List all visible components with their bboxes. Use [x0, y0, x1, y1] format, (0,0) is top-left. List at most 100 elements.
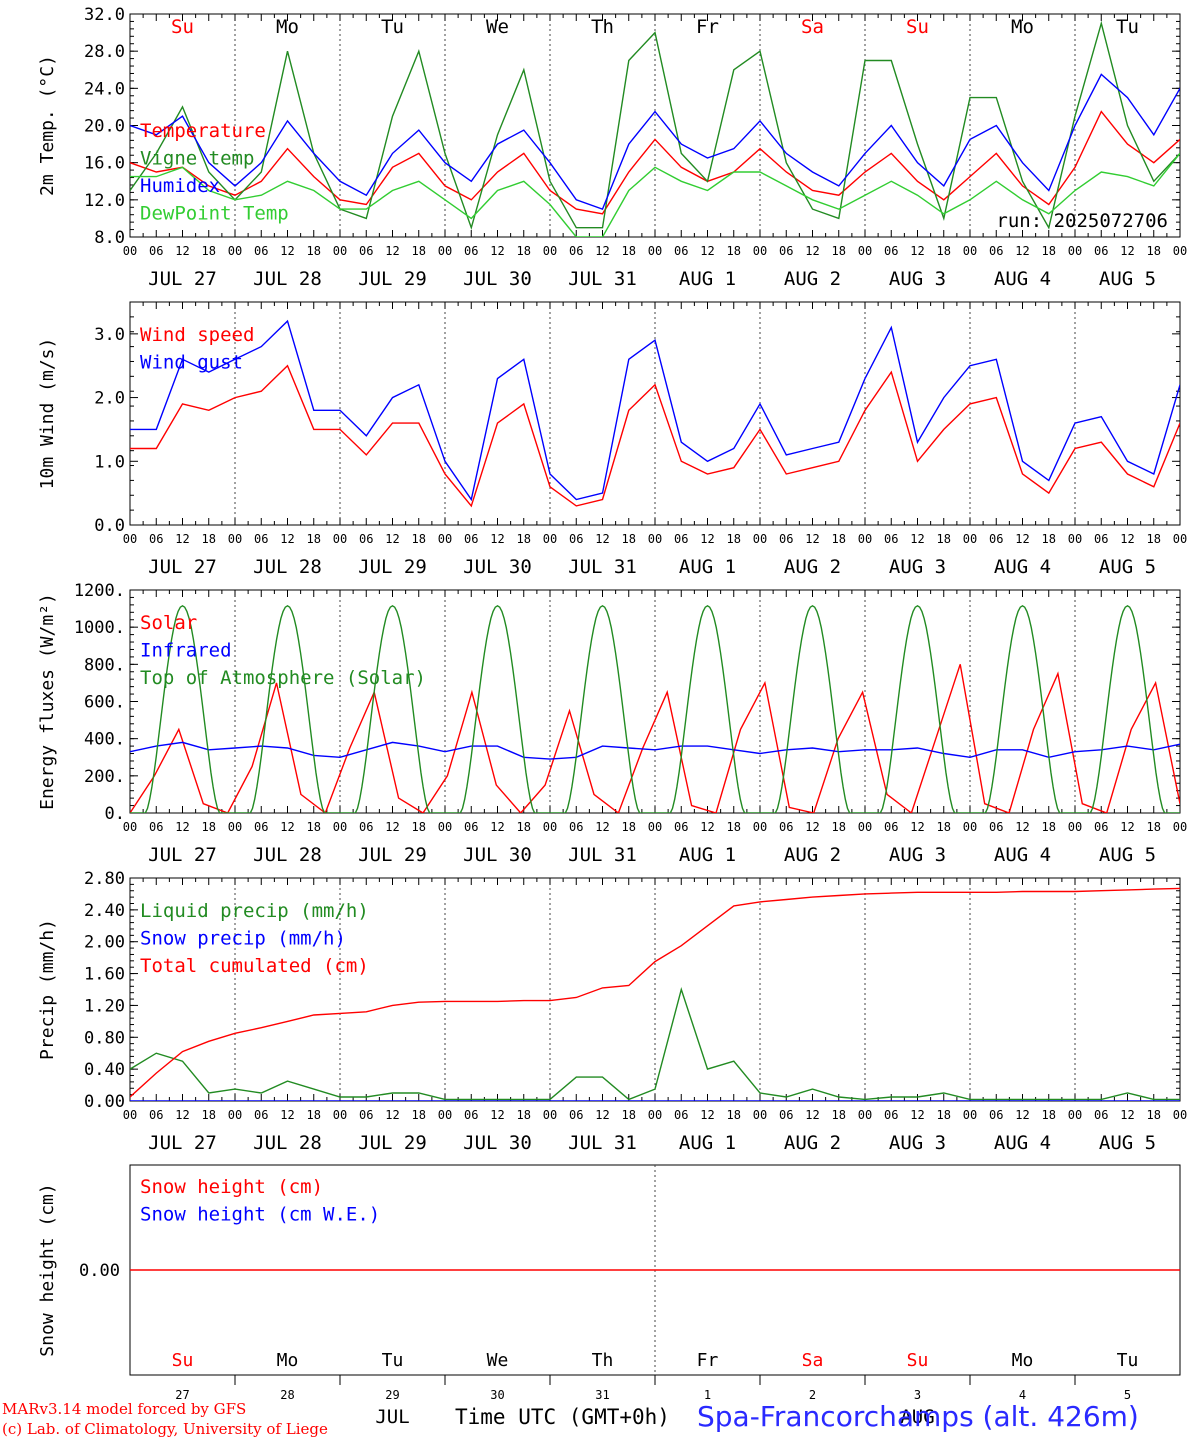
hour-tick-label: 00 — [1068, 244, 1082, 258]
day-label-top: Mo — [276, 16, 299, 38]
hour-tick-label: 18 — [727, 244, 741, 258]
hour-tick-label: 06 — [359, 820, 373, 834]
y-tick-label: 2.80 — [84, 869, 125, 889]
date-label: JUL 31 — [568, 1132, 637, 1154]
hour-tick-label: 00 — [963, 244, 977, 258]
day-number: 5 — [1124, 1388, 1131, 1402]
hour-tick-label: 18 — [727, 532, 741, 546]
hour-tick-label: 18 — [307, 1108, 321, 1122]
y-tick-label: 0.00 — [79, 1261, 120, 1281]
hour-tick-label: 06 — [1094, 244, 1108, 258]
date-label: JUL 30 — [463, 556, 532, 578]
hour-tick-label: 18 — [202, 820, 216, 834]
hour-tick-label: 18 — [727, 820, 741, 834]
hour-tick-label: 18 — [832, 532, 846, 546]
day-label: Su — [172, 1350, 194, 1371]
hour-tick-label: 12 — [1120, 244, 1134, 258]
date-label: JUL 27 — [148, 844, 217, 866]
day-number: 30 — [490, 1388, 504, 1402]
y-tick-label: 0.00 — [84, 1092, 125, 1112]
panel-2: 00 06 12 18 JUL 27 00 06 12 18 JUL 28 00 06 12 18 JUL … — [37, 301, 1187, 578]
series-line — [130, 987, 1180, 1101]
hour-tick-label: 06 — [359, 1108, 373, 1122]
hour-tick-label: 18 — [622, 244, 636, 258]
hour-tick-label: 18 — [622, 532, 636, 546]
hour-tick-label: 06 — [989, 820, 1003, 834]
hour-tick-label: 12 — [595, 532, 609, 546]
credit-lab: (c) Lab. of Climatology, University of L… — [2, 1420, 328, 1438]
hour-tick-label: 00 — [753, 820, 767, 834]
series-layer — [130, 319, 1180, 508]
hour-tick-label: 18 — [622, 820, 636, 834]
hour-tick-label: 00 — [648, 532, 662, 546]
hour-tick-label: 18 — [517, 820, 531, 834]
hour-tick-label: 06 — [884, 532, 898, 546]
hour-tick-label: 06 — [569, 244, 583, 258]
hour-tick-label: 00 — [963, 820, 977, 834]
hour-tick-label: 06 — [989, 532, 1003, 546]
hour-tick-label: 12 — [1015, 820, 1029, 834]
hour-tick-label: 06 — [884, 1108, 898, 1122]
y-tick-label: 0.0 — [94, 516, 125, 536]
hour-tick-label: 12 — [805, 1108, 819, 1122]
y-tick-label: 28.0 — [84, 42, 125, 62]
day-number: 1 — [704, 1388, 711, 1402]
hour-tick-label: 00 — [858, 532, 872, 546]
panel-4: 00 06 12 18 JUL 27 00 06 12 18 JUL 28 00 06 12 18 JUL … — [37, 869, 1187, 1154]
legend-entry: DewPoint Temp — [140, 203, 289, 225]
hour-tick-label: 12 — [910, 1108, 924, 1122]
hour-tick-label: 18 — [517, 1108, 531, 1122]
day-label: Mo — [277, 1350, 299, 1371]
hour-tick-label: 12 — [280, 820, 294, 834]
hour-tick-label: 12 — [175, 820, 189, 834]
y-axis-label: Energy fluxes (W/m²) — [37, 593, 58, 810]
hour-tick-label: 00 — [228, 244, 242, 258]
hour-tick-label: 00 — [1173, 1108, 1187, 1122]
y-tick-label: 800. — [84, 655, 125, 675]
hour-tick-label: 00 — [333, 532, 347, 546]
hour-tick-label: 18 — [1042, 244, 1056, 258]
hour-tick-label: 18 — [307, 820, 321, 834]
hour-tick-label: 12 — [280, 1108, 294, 1122]
y-tick-label: 16.0 — [84, 154, 125, 174]
hour-tick-label: 18 — [412, 532, 426, 546]
day-label: We — [487, 1350, 509, 1371]
legend-entry: Snow height (cm W.E.) — [140, 1204, 380, 1226]
hour-tick-label: 06 — [779, 1108, 793, 1122]
series-line — [130, 364, 1180, 508]
legend-entry: Top of Atmosphere (Solar) — [140, 667, 426, 689]
hour-tick-label: 12 — [490, 532, 504, 546]
hour-tick-label: 00 — [543, 532, 557, 546]
date-label: AUG 1 — [679, 844, 736, 866]
hour-tick-label: 18 — [1042, 1108, 1056, 1122]
date-label: JUL 31 — [568, 556, 637, 578]
station-name: Spa-Francorchamps (alt. 426m) — [697, 1400, 1139, 1433]
y-tick-label: 2.00 — [84, 933, 125, 953]
hour-tick-label: 12 — [595, 1108, 609, 1122]
hour-tick-label: 12 — [175, 1108, 189, 1122]
y-tick-label: 0. — [105, 804, 125, 824]
day-number: 27 — [175, 1388, 189, 1402]
hour-tick-label: 12 — [805, 532, 819, 546]
hour-tick-label: 12 — [1120, 532, 1134, 546]
date-label: JUL 27 — [148, 556, 217, 578]
date-label: AUG 5 — [1099, 556, 1156, 578]
series-line — [130, 887, 1180, 1098]
hour-tick-label: 12 — [385, 244, 399, 258]
legend-entry: Infrared — [140, 640, 232, 662]
legend-entry: Vigne temp — [140, 148, 254, 170]
day-label-top: We — [486, 16, 509, 38]
hour-tick-label: 18 — [412, 820, 426, 834]
y-tick-label: 20.0 — [84, 117, 125, 137]
hour-tick-label: 12 — [1015, 532, 1029, 546]
hour-tick-label: 12 — [490, 820, 504, 834]
hour-tick-label: 00 — [438, 244, 452, 258]
date-label: AUG 1 — [679, 556, 736, 578]
y-tick-label: 600. — [84, 693, 125, 713]
date-label: AUG 1 — [679, 1132, 736, 1154]
date-label: AUG 1 — [679, 268, 736, 290]
hour-tick-label: 18 — [727, 1108, 741, 1122]
hour-tick-label: 00 — [333, 820, 347, 834]
credit-model: MARv3.14 model forced by GFS — [2, 1400, 247, 1418]
series-layer — [130, 887, 1180, 1101]
